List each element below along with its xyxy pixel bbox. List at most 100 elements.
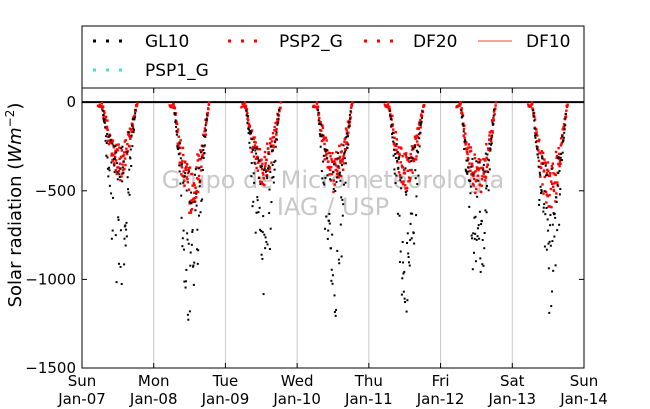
psp2-g-point	[560, 137, 563, 140]
psp2-g-point	[396, 161, 399, 164]
gl10-point	[339, 179, 342, 182]
psp2-g-point	[180, 173, 183, 176]
gl10-point	[264, 170, 267, 173]
psp2-g-point	[121, 163, 124, 166]
df20-point	[527, 103, 530, 106]
x-tick-label-day: Wed	[281, 372, 314, 390]
psp2-g-point	[338, 155, 342, 159]
psp2-g-point	[337, 176, 340, 179]
gl10-point	[194, 209, 197, 212]
psp2-g-point	[414, 158, 418, 161]
gl10-point	[341, 198, 344, 201]
psp2-g-point	[331, 151, 334, 155]
psp2-g-point	[103, 111, 106, 115]
gl10-point	[348, 120, 351, 123]
psp2-g-point	[207, 101, 211, 104]
gl10-point	[103, 121, 106, 124]
psp2-g-point	[261, 162, 264, 165]
gl10-point	[177, 153, 180, 156]
psp2-g-point	[476, 166, 479, 170]
psp2-g-point	[182, 153, 185, 157]
gl10-point	[550, 167, 553, 170]
psp2-g-point	[488, 134, 491, 137]
gl10-point	[320, 170, 323, 173]
psp2-g-point	[471, 165, 474, 168]
psp2-g-point	[245, 108, 249, 111]
gl10-point	[129, 157, 132, 160]
gl10-point	[485, 211, 488, 214]
gl10-point	[541, 157, 544, 160]
x-tick-label-date: Jan-11	[344, 390, 393, 408]
psp2-g-point	[400, 164, 404, 167]
gl10-point	[178, 164, 181, 167]
gl10-point	[552, 269, 555, 272]
gl10-point	[251, 205, 254, 208]
gl10-point	[190, 202, 193, 205]
gl10-point	[551, 290, 554, 293]
gl10-point	[490, 137, 493, 140]
psp2-g-point	[419, 126, 422, 129]
psp2-g-point	[315, 101, 318, 104]
gl10-point	[266, 177, 269, 180]
psp2-g-point	[410, 145, 414, 148]
gl10-point	[127, 131, 130, 134]
psp2-g-point	[551, 185, 555, 188]
psp2-g-point	[275, 133, 278, 136]
legend-swatch-dot	[106, 68, 109, 72]
gl10-point	[461, 123, 464, 126]
psp2-g-point	[555, 154, 559, 158]
psp2-g-point	[465, 150, 469, 154]
psp2-g-point	[536, 146, 539, 149]
psp2-g-point	[394, 130, 398, 134]
psp2-g-point	[102, 110, 106, 113]
psp2-g-point	[479, 158, 482, 162]
psp2-g-point	[337, 166, 341, 169]
df20-point	[171, 106, 174, 109]
x-tick-label-date: Jan-14	[559, 390, 608, 408]
gl10-point	[326, 157, 329, 160]
gl10-point	[400, 176, 403, 179]
gl10-point	[191, 230, 194, 233]
psp2-g-point	[547, 169, 550, 173]
psp2-g-point	[549, 187, 553, 191]
gl10-point	[176, 145, 179, 148]
gl10-point	[402, 261, 405, 264]
psp2-g-point	[124, 139, 127, 142]
psp2-g-point	[107, 139, 110, 142]
psp2-g-point	[123, 140, 126, 143]
gl10-point	[260, 253, 263, 256]
psp2-g-point	[537, 159, 541, 163]
gl10-point	[249, 146, 252, 149]
gl10-point	[535, 133, 538, 136]
psp2-g-point	[346, 142, 349, 145]
gl10-point	[337, 258, 340, 261]
psp2-g-point	[334, 157, 337, 161]
psp2-g-point	[257, 161, 260, 164]
psp2-g-point	[113, 162, 116, 165]
psp2-g-point	[404, 153, 408, 157]
psp2-g-point	[411, 158, 415, 161]
psp2-g-point	[173, 106, 177, 110]
gl10-point	[467, 170, 470, 173]
gl10-point	[548, 311, 551, 314]
gl10-point	[549, 244, 552, 247]
psp2-g-point	[561, 133, 564, 137]
gl10-point	[254, 149, 257, 152]
gl10-point	[116, 171, 119, 174]
psp2-g-point	[487, 147, 491, 151]
psp2-g-point	[550, 182, 554, 185]
gl10-point	[175, 130, 178, 133]
gl10-point	[557, 156, 560, 159]
gl10-point	[252, 200, 255, 203]
psp2-g-point	[260, 158, 263, 161]
gl10-point	[262, 215, 265, 218]
gl10-point	[266, 243, 269, 246]
psp2-g-point	[256, 169, 260, 172]
gl10-point	[541, 162, 544, 165]
psp2-g-point	[477, 168, 480, 172]
gl10-point	[407, 261, 410, 264]
psp2-g-point	[483, 179, 487, 182]
psp2-g-point	[468, 162, 471, 165]
psp2-g-point	[279, 101, 283, 104]
gl10-point	[536, 147, 539, 150]
